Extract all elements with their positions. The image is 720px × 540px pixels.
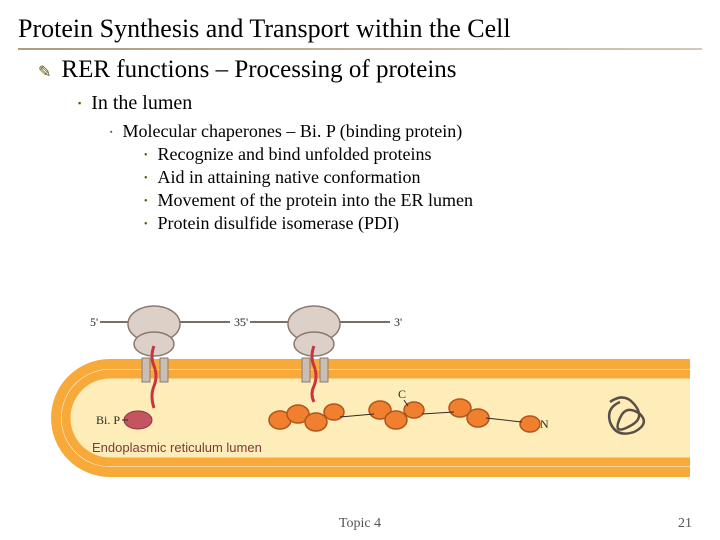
footer: Topic 4 21	[0, 516, 720, 532]
bullet-level-4: Movement of the protein into the ER lume…	[0, 190, 720, 211]
l3-text: Molecular chaperones – Bi. P (binding pr…	[122, 121, 462, 142]
l4-text-2: Movement of the protein into the ER lume…	[158, 190, 473, 211]
dot-bullet-icon	[144, 144, 148, 165]
five-prime-label-2: 5'	[240, 315, 248, 329]
dot-bullet-icon	[144, 213, 148, 234]
square-bullet-icon	[78, 92, 81, 115]
l1-text: RER functions – Processing of proteins	[61, 56, 456, 84]
bullet-level-2: In the lumen	[0, 92, 720, 115]
bip-label: Bi. P	[96, 413, 120, 427]
footer-page-number: 21	[678, 516, 692, 532]
l4-text-0: Recognize and bind unfolded proteins	[158, 144, 432, 165]
small-square-bullet-icon	[110, 121, 112, 142]
leaf-bullet-icon	[38, 56, 51, 84]
l2-text: In the lumen	[91, 92, 192, 115]
lumen-label: Endoplasmic reticulum lumen	[92, 440, 262, 455]
bullet-level-3: Molecular chaperones – Bi. P (binding pr…	[0, 121, 720, 142]
bullet-level-1: RER functions – Processing of proteins	[0, 56, 720, 84]
five-prime-label-1: 5'	[90, 315, 98, 329]
bullet-level-4: Aid in attaining native conformation	[0, 167, 720, 188]
c-terminus-label: C	[398, 387, 406, 401]
l4-text-1: Aid in attaining native conformation	[158, 167, 421, 188]
bullet-level-4: Protein disulfide isomerase (PDI)	[0, 213, 720, 234]
title-underline	[18, 48, 702, 50]
footer-topic: Topic 4	[0, 516, 720, 532]
dot-bullet-icon	[144, 167, 148, 188]
dot-bullet-icon	[144, 190, 148, 211]
three-prime-label-2: 3'	[394, 315, 402, 329]
l4-text-3: Protein disulfide isomerase (PDI)	[158, 213, 399, 234]
er-lumen-figure: 5' 3' Bi. P 5' 3'	[30, 302, 690, 488]
slide-title: Protein Synthesis and Transport within t…	[0, 0, 720, 48]
n-terminus-label: N	[540, 417, 549, 431]
bullet-level-4: Recognize and bind unfolded proteins	[0, 144, 720, 165]
